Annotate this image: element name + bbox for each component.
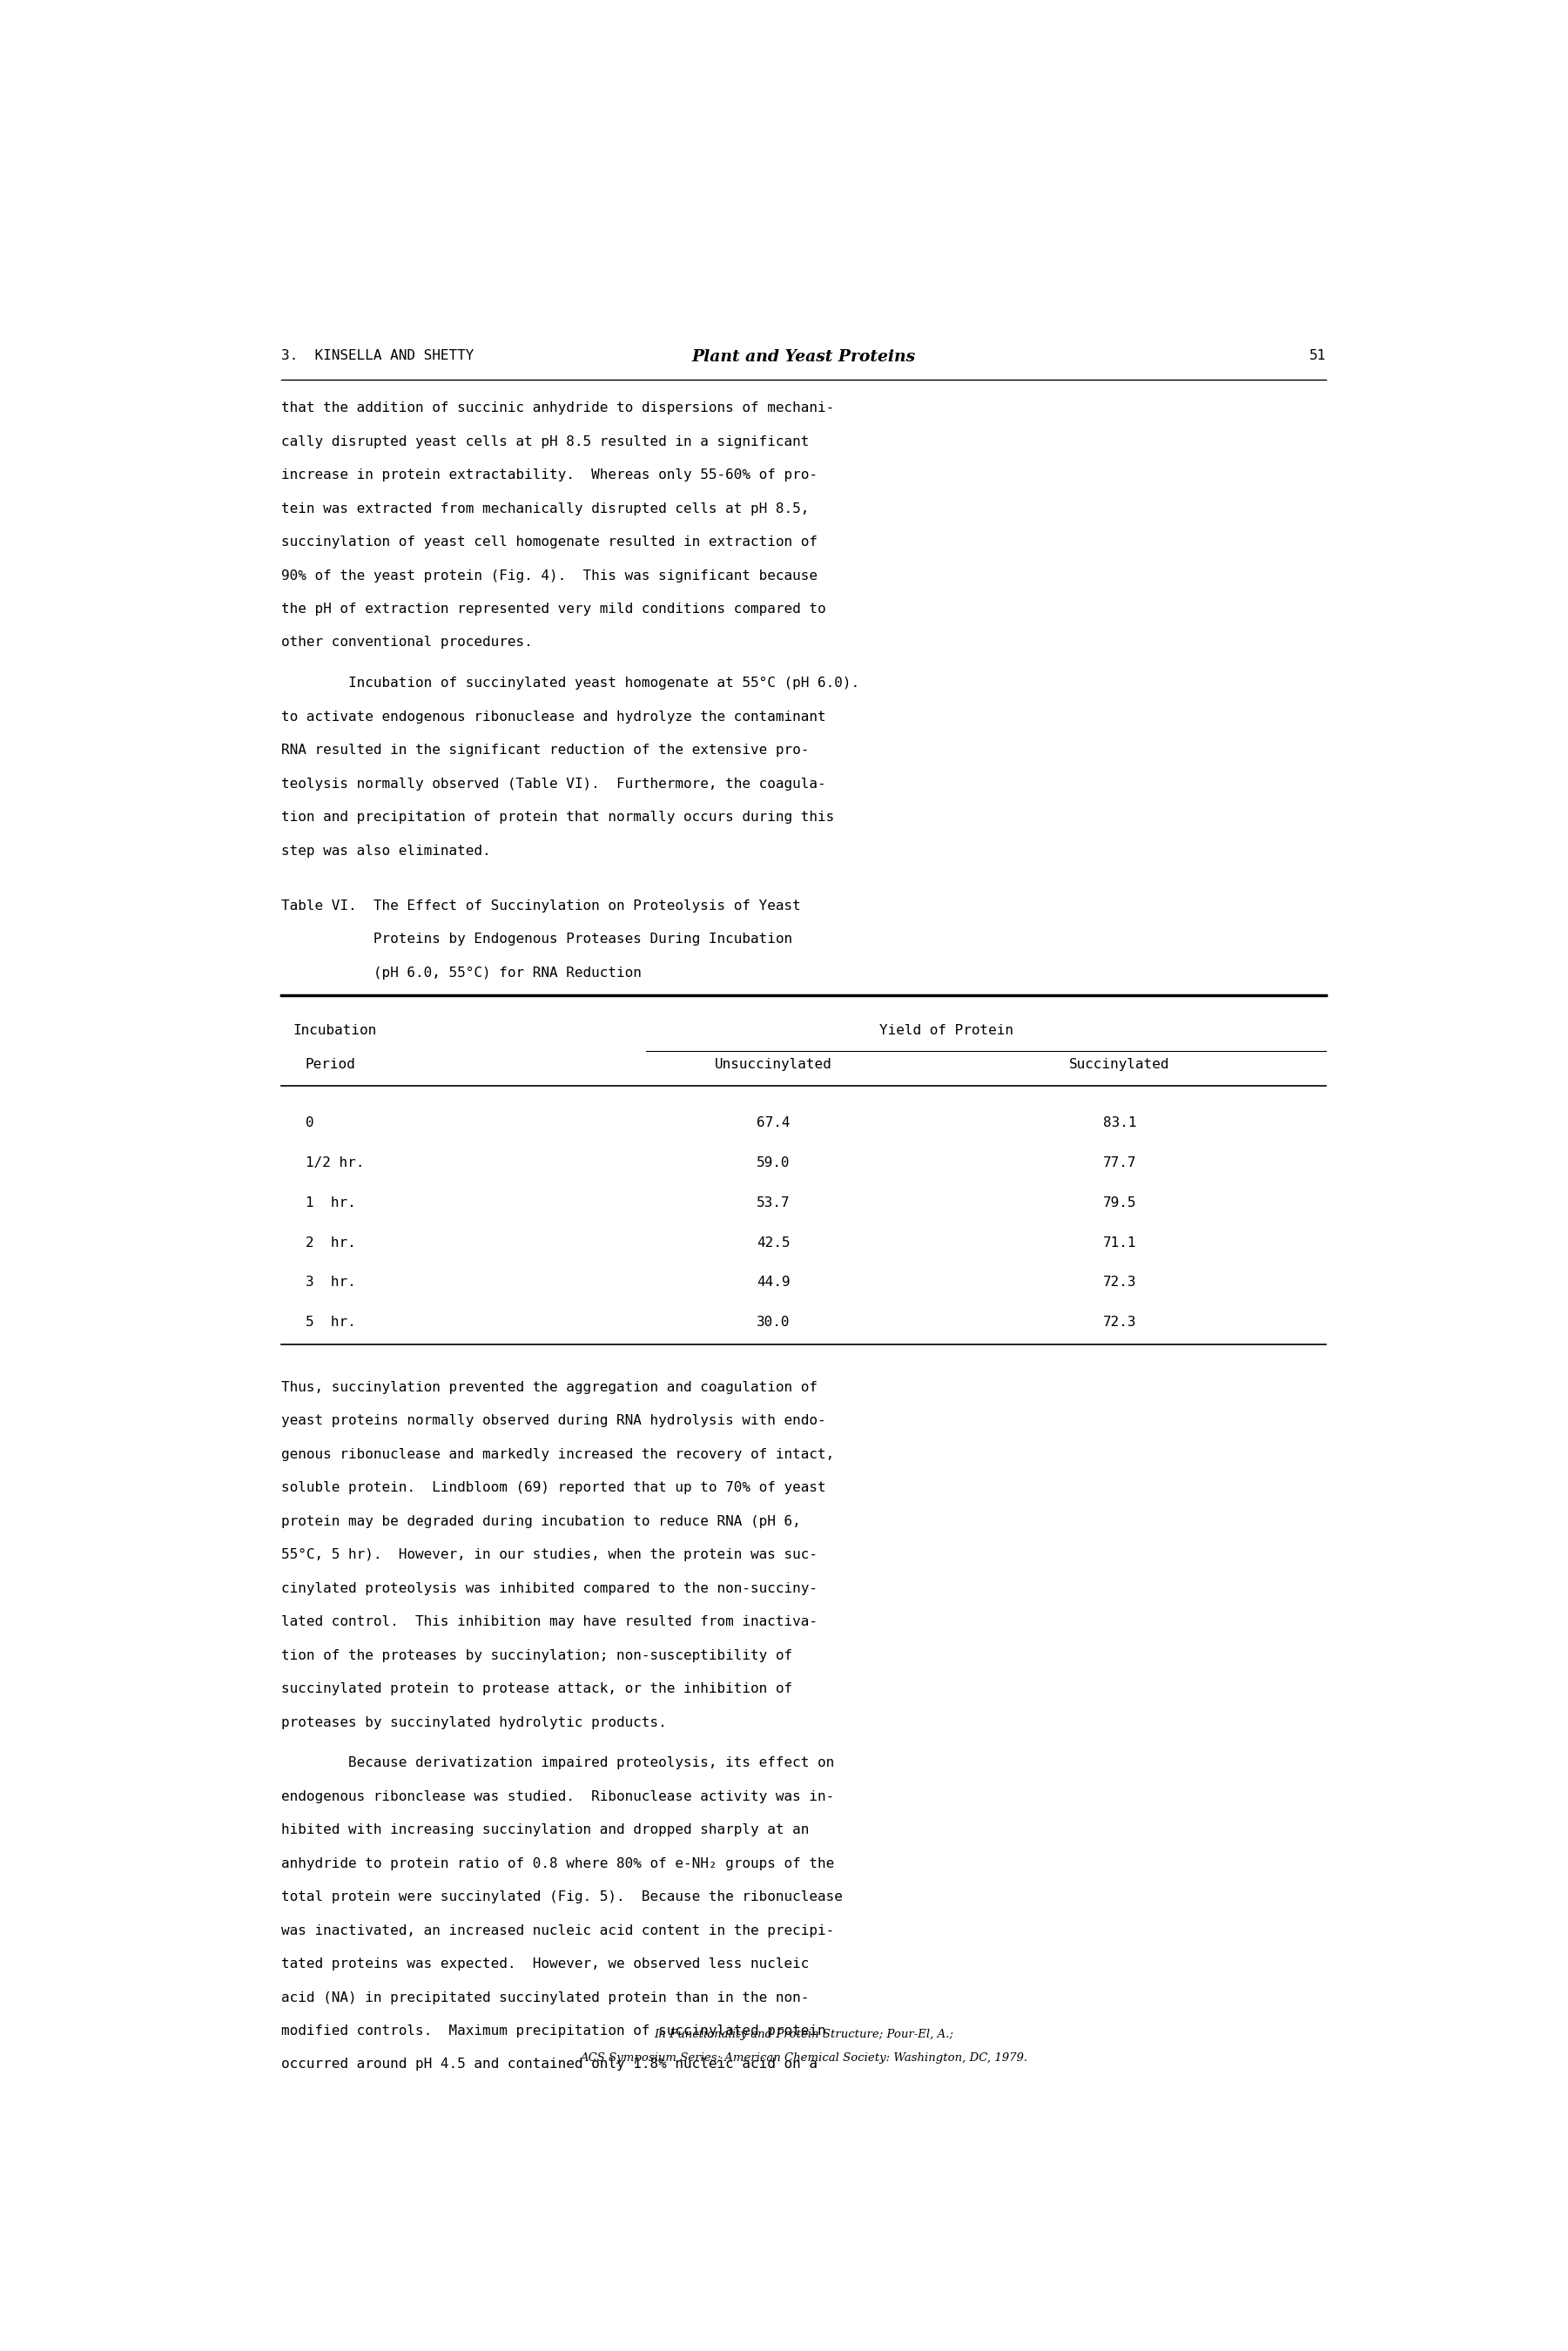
Text: the pH of extraction represented very mild conditions compared to: the pH of extraction represented very mi… xyxy=(281,602,826,616)
Text: 72.3: 72.3 xyxy=(1102,1317,1137,1328)
Text: 2  hr.: 2 hr. xyxy=(306,1237,356,1248)
Text: tion of the proteases by succinylation; non-susceptibility of: tion of the proteases by succinylation; … xyxy=(281,1648,792,1662)
Text: tein was extracted from mechanically disrupted cells at pH 8.5,: tein was extracted from mechanically dis… xyxy=(281,503,809,515)
Text: step was also eliminated.: step was also eliminated. xyxy=(281,844,491,858)
Text: In Functionality and Protein Structure; Pour-El, A.;: In Functionality and Protein Structure; … xyxy=(654,2029,953,2041)
Text: Unsuccinylated: Unsuccinylated xyxy=(715,1058,833,1072)
Text: teolysis normally observed (Table VI).  Furthermore, the coagula-: teolysis normally observed (Table VI). F… xyxy=(281,778,826,790)
Text: 67.4: 67.4 xyxy=(756,1117,790,1131)
Text: Incubation of succinylated yeast homogenate at 55°C (pH 6.0).: Incubation of succinylated yeast homogen… xyxy=(281,677,859,689)
Text: 79.5: 79.5 xyxy=(1102,1197,1137,1208)
Text: 42.5: 42.5 xyxy=(756,1237,790,1248)
Text: Period: Period xyxy=(306,1058,356,1072)
Text: 0: 0 xyxy=(306,1117,314,1131)
Text: Table VI.  The Effect of Succinylation on Proteolysis of Yeast: Table VI. The Effect of Succinylation on… xyxy=(281,900,801,912)
Text: tated proteins was expected.  However, we observed less nucleic: tated proteins was expected. However, we… xyxy=(281,1958,809,1970)
Text: 71.1: 71.1 xyxy=(1102,1237,1137,1248)
Text: Proteins by Endogenous Proteases During Incubation: Proteins by Endogenous Proteases During … xyxy=(281,933,792,945)
Text: 44.9: 44.9 xyxy=(756,1277,790,1288)
Text: 90% of the yeast protein (Fig. 4).  This was significant because: 90% of the yeast protein (Fig. 4). This … xyxy=(281,569,817,583)
Text: 30.0: 30.0 xyxy=(756,1317,790,1328)
Text: yeast proteins normally observed during RNA hydrolysis with endo-: yeast proteins normally observed during … xyxy=(281,1415,826,1427)
Text: was inactivated, an increased nucleic acid content in the precipi-: was inactivated, an increased nucleic ac… xyxy=(281,1923,834,1937)
Text: cally disrupted yeast cells at pH 8.5 resulted in a significant: cally disrupted yeast cells at pH 8.5 re… xyxy=(281,435,809,449)
Text: 3.  KINSELLA AND SHETTY: 3. KINSELLA AND SHETTY xyxy=(281,348,474,362)
Text: acid (NA) in precipitated succinylated protein than in the non-: acid (NA) in precipitated succinylated p… xyxy=(281,1991,809,2003)
Text: proteases by succinylated hydrolytic products.: proteases by succinylated hydrolytic pro… xyxy=(281,1716,666,1728)
Text: 55°C, 5 hr).  However, in our studies, when the protein was suc-: 55°C, 5 hr). However, in our studies, wh… xyxy=(281,1549,817,1561)
Text: RNA resulted in the significant reduction of the extensive pro-: RNA resulted in the significant reductio… xyxy=(281,743,809,757)
Text: modified controls.  Maximum precipitation of succinylated protein: modified controls. Maximum precipitation… xyxy=(281,2024,826,2038)
Text: tion and precipitation of protein that normally occurs during this: tion and precipitation of protein that n… xyxy=(281,811,834,823)
Text: 3  hr.: 3 hr. xyxy=(306,1277,356,1288)
Text: other conventional procedures.: other conventional procedures. xyxy=(281,637,533,649)
Text: soluble protein.  Lindbloom (69) reported that up to 70% of yeast: soluble protein. Lindbloom (69) reported… xyxy=(281,1481,826,1495)
Text: 5  hr.: 5 hr. xyxy=(306,1317,356,1328)
Text: Succinylated: Succinylated xyxy=(1069,1058,1170,1072)
Text: to activate endogenous ribonuclease and hydrolyze the contaminant: to activate endogenous ribonuclease and … xyxy=(281,710,826,724)
Text: Because derivatization impaired proteolysis, its effect on: Because derivatization impaired proteoly… xyxy=(281,1756,834,1770)
Text: 1/2 hr.: 1/2 hr. xyxy=(306,1157,364,1168)
Text: ACS Symposium Series; American Chemical Society: Washington, DC, 1979.: ACS Symposium Series; American Chemical … xyxy=(580,2052,1027,2064)
Text: 51: 51 xyxy=(1309,348,1327,362)
Text: genous ribonuclease and markedly increased the recovery of intact,: genous ribonuclease and markedly increas… xyxy=(281,1448,834,1460)
Text: Incubation: Incubation xyxy=(293,1025,376,1037)
Text: succinylation of yeast cell homogenate resulted in extraction of: succinylation of yeast cell homogenate r… xyxy=(281,536,817,548)
Text: that the addition of succinic anhydride to dispersions of mechani-: that the addition of succinic anhydride … xyxy=(281,402,834,414)
Text: Thus, succinylation prevented the aggregation and coagulation of: Thus, succinylation prevented the aggreg… xyxy=(281,1380,817,1394)
Text: 59.0: 59.0 xyxy=(756,1157,790,1168)
Text: 83.1: 83.1 xyxy=(1102,1117,1137,1131)
Text: increase in protein extractability.  Whereas only 55-60% of pro-: increase in protein extractability. Wher… xyxy=(281,468,817,482)
Text: (pH 6.0, 55°C) for RNA Reduction: (pH 6.0, 55°C) for RNA Reduction xyxy=(281,966,641,980)
Text: total protein were succinylated (Fig. 5).  Because the ribonuclease: total protein were succinylated (Fig. 5)… xyxy=(281,1890,842,1904)
Text: occurred around pH 4.5 and contained only 1.8% nucleic acid on a: occurred around pH 4.5 and contained onl… xyxy=(281,2057,817,2071)
Text: lated control.  This inhibition may have resulted from inactiva-: lated control. This inhibition may have … xyxy=(281,1615,817,1629)
Text: protein may be degraded during incubation to reduce RNA (pH 6,: protein may be degraded during incubatio… xyxy=(281,1514,801,1528)
Text: 72.3: 72.3 xyxy=(1102,1277,1137,1288)
Text: endogenous ribonclease was studied.  Ribonuclease activity was in-: endogenous ribonclease was studied. Ribo… xyxy=(281,1789,834,1803)
Text: 53.7: 53.7 xyxy=(756,1197,790,1208)
Text: anhydride to protein ratio of 0.8 where 80% of e-NH₂ groups of the: anhydride to protein ratio of 0.8 where … xyxy=(281,1857,834,1869)
Text: hibited with increasing succinylation and dropped sharply at an: hibited with increasing succinylation an… xyxy=(281,1824,809,1836)
Text: 77.7: 77.7 xyxy=(1102,1157,1137,1168)
Text: Yield of Protein: Yield of Protein xyxy=(880,1025,1013,1037)
Text: 1  hr.: 1 hr. xyxy=(306,1197,356,1208)
Text: cinylated proteolysis was inhibited compared to the non-succiny-: cinylated proteolysis was inhibited comp… xyxy=(281,1582,817,1594)
Text: succinylated protein to protease attack, or the inhibition of: succinylated protein to protease attack,… xyxy=(281,1683,792,1695)
Text: Plant and Yeast Proteins: Plant and Yeast Proteins xyxy=(691,348,916,364)
